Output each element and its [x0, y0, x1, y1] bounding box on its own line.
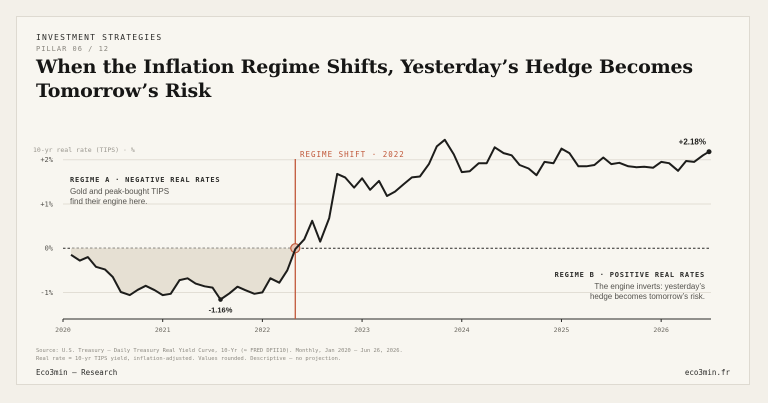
regime-a-note-line1: Gold and peak-bought TIPS — [70, 187, 169, 196]
x-tick-label: 2025 — [554, 326, 570, 334]
value-markers — [218, 149, 712, 302]
x-tick-label: 2024 — [454, 326, 470, 334]
regime-b-note-line1: The engine inverts: yesterday’s — [594, 282, 705, 291]
x-tick-label: 2023 — [354, 326, 370, 334]
last-value-point — [706, 149, 712, 155]
min-value-label: -1.16% — [209, 306, 233, 315]
x-tick-label: 2022 — [255, 326, 271, 334]
site-link[interactable]: eco3min.fr — [684, 368, 730, 377]
regime-a-note-line2: find their engine here. — [70, 197, 147, 206]
regime-shift-label: REGIME SHIFT · 2022 — [300, 150, 405, 159]
regime-b-title: REGIME B · POSITIVE REAL RATES — [555, 271, 705, 279]
y-tick-label: +1% — [40, 200, 53, 208]
min-value-point — [218, 297, 223, 302]
real-rate-chart: +2% +1% 0% -1% 2020 2021 2022 2023 2024 2025 2026… — [33, 138, 712, 334]
y-tick-label: +2% — [40, 156, 53, 164]
regime-a-title: REGIME A · NEGATIVE REAL RATES — [70, 176, 220, 184]
y-tick-label: -1% — [40, 289, 53, 297]
page-title: When the Inflation Regime Shifts, Yester… — [36, 56, 693, 102]
brand-label: Eco3min — Research — [36, 368, 118, 377]
source-line-2: Real rate = 10-yr TIPS yield, inflation-… — [36, 356, 342, 362]
source-line-1: Source: U.S. Treasury — Daily Treasury R… — [36, 348, 403, 354]
x-axis-ticks: 2020 2021 2022 2023 2024 2025 2026 — [55, 319, 669, 334]
source-note: Source: U.S. Treasury — Daily Treasury R… — [36, 347, 736, 363]
y-axis-ticks: +2% +1% 0% -1% — [40, 156, 53, 297]
regime-shift-marker — [290, 159, 301, 319]
x-tick-label: 2021 — [155, 326, 171, 334]
series-line — [70, 138, 710, 301]
y-tick-label: 0% — [45, 245, 54, 253]
last-value-label: +2.18% — [679, 138, 706, 147]
x-tick-label: 2026 — [653, 326, 669, 334]
pillar-counter: PILLAR 06 / 12 — [36, 45, 110, 53]
card-panel: INVESTMENT STRATEGIES PILLAR 06 / 12 Whe… — [16, 16, 750, 385]
y-axis-label: 10-yr real rate (TIPS) · % — [33, 146, 135, 154]
section-kicker: INVESTMENT STRATEGIES — [36, 33, 163, 42]
x-tick-label: 2020 — [55, 326, 71, 334]
regime-b-note-line2: hedge becomes tomorrow’s risk. — [590, 292, 705, 301]
